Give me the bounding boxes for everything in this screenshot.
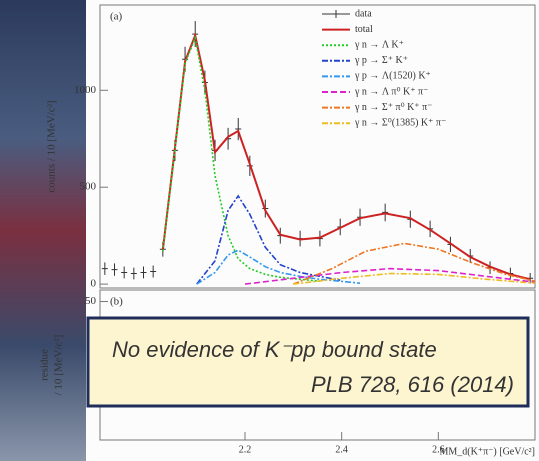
y-tick-label: 0 xyxy=(91,278,97,290)
curve xyxy=(162,35,320,282)
legend-swatch xyxy=(322,10,350,18)
y-axis-label: / 10 [MeV/c²] xyxy=(53,335,65,396)
plot: (a) 0 500 1000 counts / 10 [MeV/c²] data total… xyxy=(39,4,536,457)
data-point xyxy=(235,117,242,141)
y-tick-label: 500 xyxy=(80,181,97,193)
legend-label: γ n → Σ⁺ π⁰ K⁺ π⁻ xyxy=(354,102,432,113)
legend-label: total xyxy=(355,24,373,35)
data-point xyxy=(111,263,118,276)
panel-label: (a) xyxy=(110,11,123,23)
data-point xyxy=(101,262,108,275)
callout-text: No evidence of K⁻pp bound state xyxy=(112,337,437,362)
data-point xyxy=(121,266,128,279)
x-tick-label: 2.6 xyxy=(432,444,445,455)
y-axis-label: residue xyxy=(39,349,51,381)
x-tick-label: 2.2 xyxy=(239,444,252,455)
data-point xyxy=(140,266,147,279)
callout-text: PLB 728, 616 (2014) xyxy=(311,372,514,397)
panel-label: (b) xyxy=(110,296,123,308)
callout-box xyxy=(86,316,530,408)
curve xyxy=(293,272,536,285)
curve xyxy=(293,242,536,285)
y-tick-label: 1000 xyxy=(74,84,97,96)
legend-label: data xyxy=(355,8,372,19)
curve xyxy=(161,31,531,281)
curve xyxy=(244,267,536,285)
legend-label: γ p → Σ⁺ K⁺ xyxy=(354,55,408,66)
y-axis-label: counts / 10 [MeV/c²] xyxy=(46,100,58,192)
legend-label: γ p → Λ(1520) K⁺ xyxy=(354,71,431,82)
x-axis-label: MM_d(K⁺π⁻) [GeV/c²] xyxy=(439,446,535,457)
axes-frame xyxy=(99,4,536,289)
y-tick-label: 50 xyxy=(85,295,97,307)
x-tick-label: 2.4 xyxy=(335,444,348,455)
callout: No evidence of K⁻pp bound state PLB 728,… xyxy=(86,316,530,408)
data-point xyxy=(150,265,157,278)
background-photo xyxy=(0,0,92,461)
legend-label: γ n → Σ⁰(1385) K⁺ π⁻ xyxy=(354,117,446,128)
legend-label: γ n → Λ K⁺ xyxy=(354,39,404,50)
data-point xyxy=(130,267,137,280)
legend-label: γ n → Λ π⁰ K⁺ π⁻ xyxy=(354,86,428,97)
